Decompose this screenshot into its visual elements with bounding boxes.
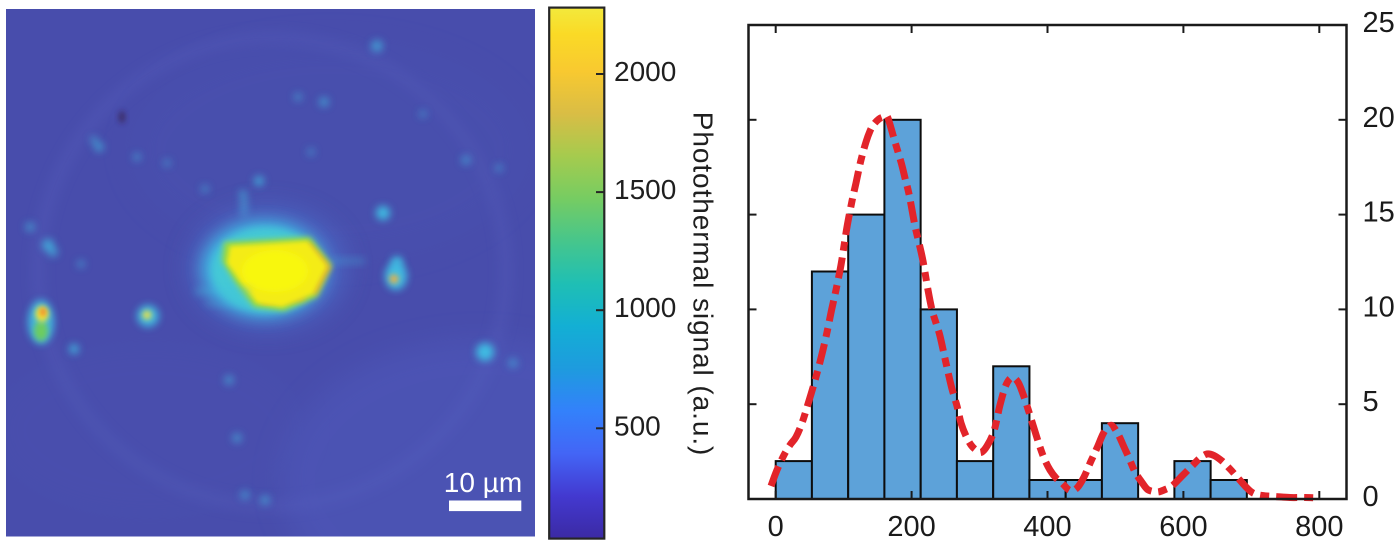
- svg-text:1500: 1500: [614, 174, 676, 205]
- svg-text:500: 500: [614, 410, 661, 441]
- svg-text:Photothermal signal (a.u.): Photothermal signal (a.u.): [688, 112, 719, 457]
- svg-text:5: 5: [1363, 386, 1379, 418]
- svg-text:0: 0: [768, 511, 784, 543]
- svg-text:800: 800: [1295, 511, 1343, 543]
- svg-text:0: 0: [1363, 481, 1379, 513]
- svg-text:600: 600: [1159, 511, 1207, 543]
- svg-text:10 µm: 10 µm: [444, 467, 522, 498]
- svg-text:15: 15: [1363, 197, 1395, 229]
- svg-text:200: 200: [887, 511, 935, 543]
- svg-text:2000: 2000: [614, 56, 676, 87]
- svg-text:1000: 1000: [614, 292, 676, 323]
- svg-text:400: 400: [1023, 511, 1071, 543]
- svg-text:10: 10: [1363, 291, 1395, 323]
- svg-text:25: 25: [1363, 7, 1395, 39]
- svg-text:20: 20: [1363, 102, 1395, 134]
